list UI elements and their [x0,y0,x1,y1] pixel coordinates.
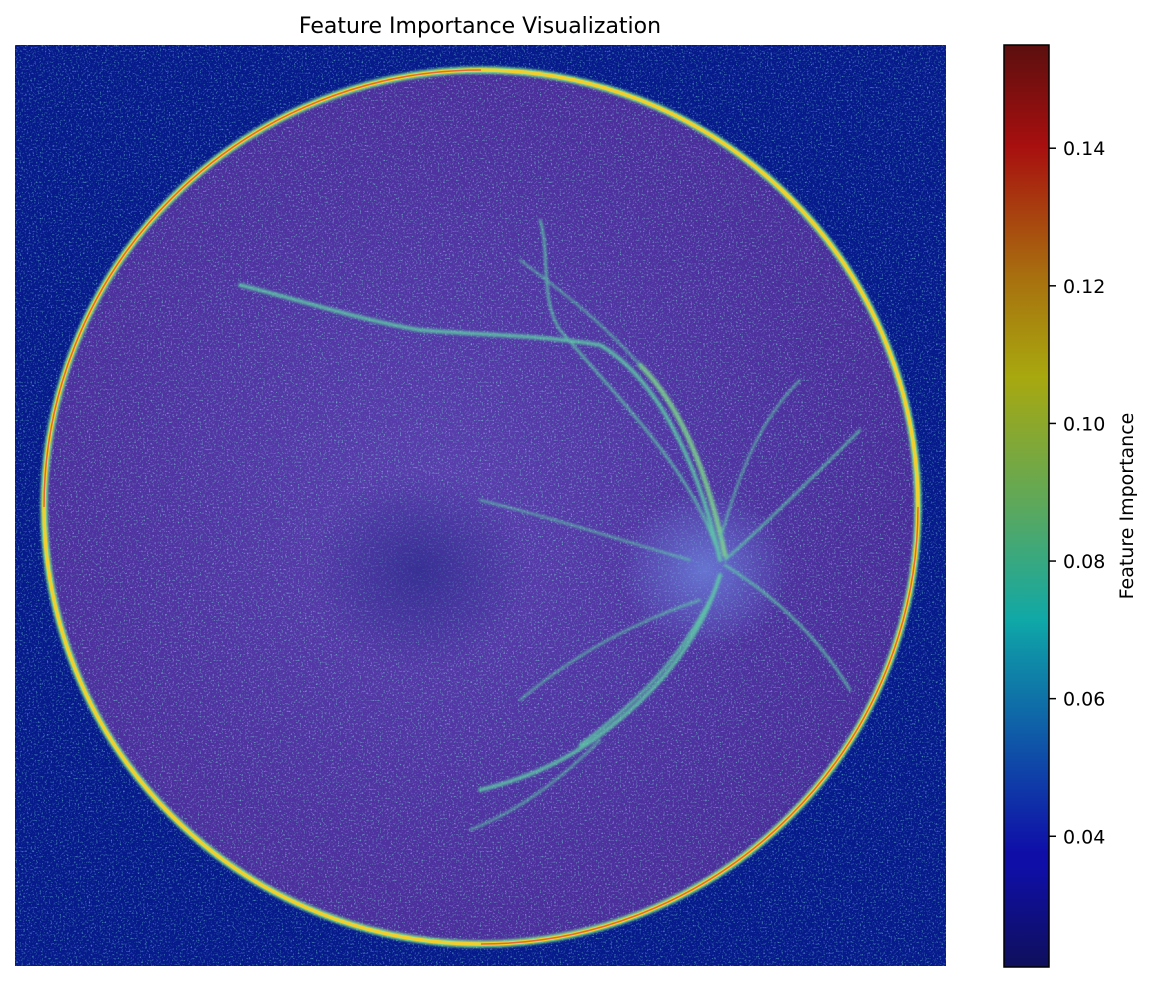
colorbar-tick-label: 0.12 [1063,276,1105,298]
macula-region [310,470,530,670]
colorbar-tick-label: 0.08 [1063,551,1105,573]
chart-title: Feature Importance Visualization [299,14,661,39]
disc-rim-hot [43,69,482,508]
colorbar-label: Feature Importance [1116,413,1138,600]
colorbar-ticks: 0.04 0.06 0.08 0.10 0.12 0.14 [1049,138,1105,848]
colorbar: 0.04 0.06 0.08 0.10 0.12 0.14 Feature Importa… [1003,44,1138,968]
colorbar-tick-label: 0.04 [1063,826,1105,848]
colorbar-tick-label: 0.06 [1063,689,1105,711]
vessels [238,218,862,831]
optic-disc-region [620,490,790,650]
colorbar-tick-label: 0.10 [1063,413,1105,435]
colorbar-tick-label: 0.14 [1063,138,1105,160]
heatmap-image [15,45,946,966]
colorbar-gradient [1004,45,1049,967]
disc-rim-hot-right [480,506,919,945]
colorbar-frame [1003,44,1050,968]
